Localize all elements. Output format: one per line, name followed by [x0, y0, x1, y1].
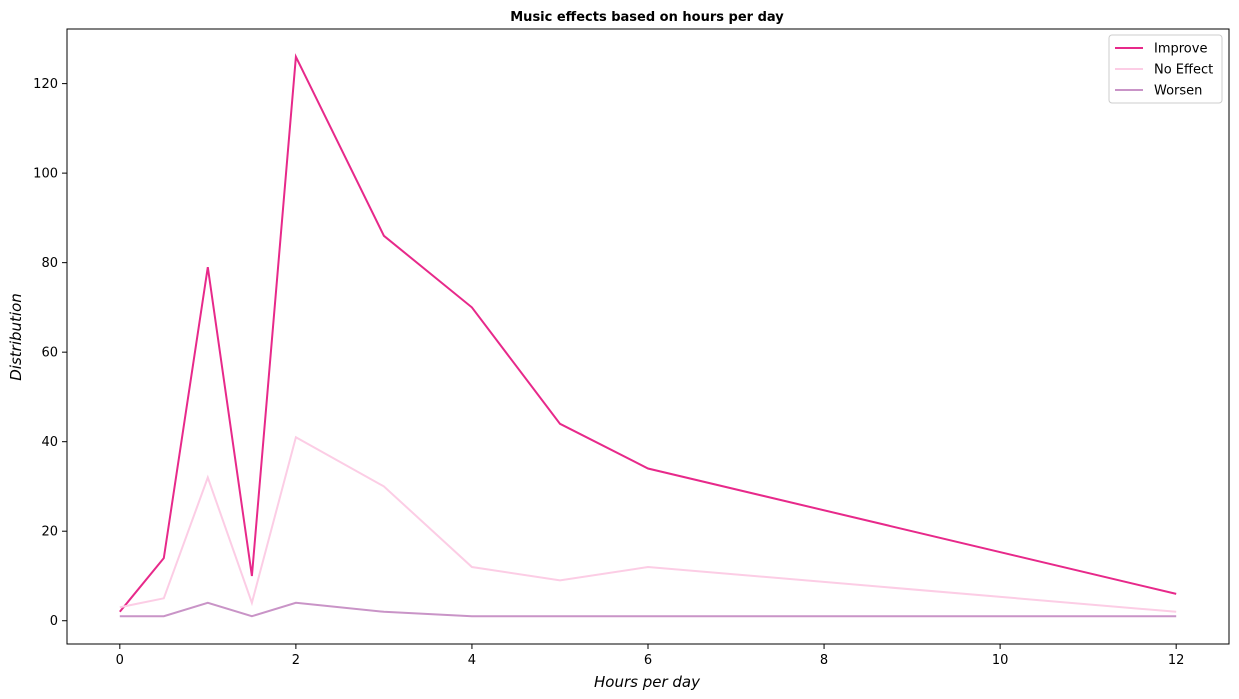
series-line-improve — [119, 53, 1177, 613]
y-tick-label: 100 — [33, 167, 58, 182]
y-axis-ticks: 0 20 40 60 80 100 120 — [33, 77, 67, 629]
y-tick-label: 40 — [41, 435, 58, 450]
series-line-no-effect — [119, 435, 1177, 613]
y-tick-label: 120 — [33, 77, 58, 92]
legend-label-worsen: Worsen — [1154, 84, 1202, 99]
x-axis-title: Hours per day — [594, 673, 701, 691]
legend: Improve No Effect Worsen — [1108, 34, 1223, 104]
y-tick-label: 0 — [50, 614, 58, 629]
x-tick-label: 0 — [116, 653, 124, 668]
x-tick-label: 6 — [644, 653, 652, 668]
x-tick-label: 8 — [820, 653, 828, 668]
x-tick-label: 12 — [1168, 653, 1185, 668]
plot-lines — [119, 53, 1177, 618]
plot-frame — [66, 28, 1230, 645]
y-axis-title: Distribution — [7, 293, 25, 381]
y-tick-label: 60 — [41, 346, 58, 361]
x-tick-label: 4 — [468, 653, 476, 668]
chart-title: Music effects based on hours per day — [510, 10, 784, 25]
legend-box — [1108, 34, 1223, 104]
y-tick-label: 20 — [41, 525, 58, 540]
legend-label-no-effect: No Effect — [1154, 63, 1213, 78]
legend-label-improve: Improve — [1154, 42, 1207, 57]
x-axis-ticks: 0 2 4 6 8 10 12 — [116, 644, 1185, 668]
x-tick-label: 10 — [992, 653, 1009, 668]
series-line-worsen — [119, 601, 1177, 618]
y-tick-label: 80 — [41, 256, 58, 271]
x-tick-label: 2 — [292, 653, 300, 668]
